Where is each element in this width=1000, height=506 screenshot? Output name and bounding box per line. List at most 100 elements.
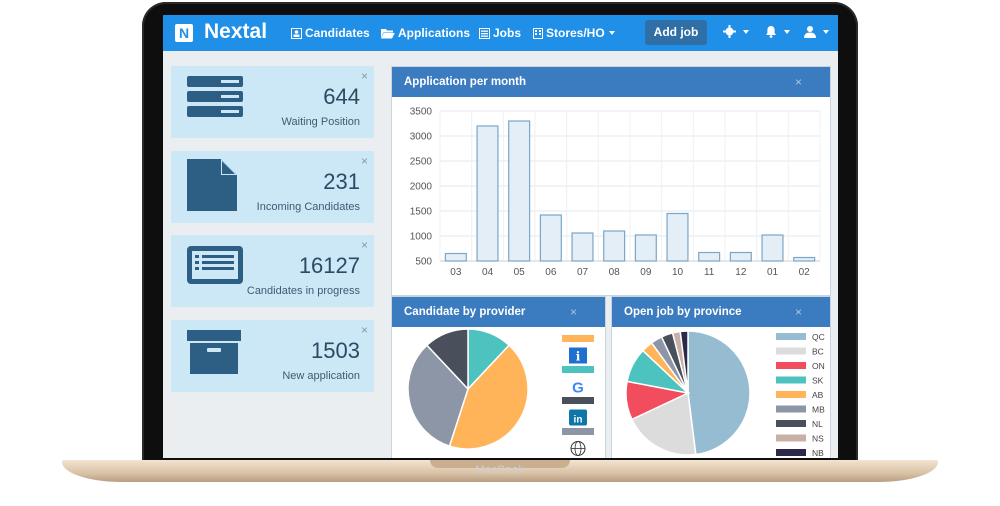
bar [666,212,689,262]
x-tick-label: 02 [799,267,811,278]
legend-swatch [776,449,806,456]
close-icon[interactable]: × [569,305,577,319]
panel-title: Open job by province [624,306,742,318]
dark-swatch [562,397,594,404]
chevron-down-icon [608,31,615,35]
panel-header: Open job by province × [612,297,830,327]
pie-slice [425,328,469,391]
legend-label: ON [812,361,825,371]
provider-pie-chart: i Gin [407,328,594,456]
pie-slice [407,344,469,448]
bar [634,234,657,262]
bar [476,125,499,262]
add-job-button[interactable]: Add job [645,20,707,45]
stat-value: 16127 [298,253,360,278]
list-card-icon [187,246,243,284]
province-pie-chart: QC BC ON SK AB MB NL NS NB [625,330,825,458]
x-tick-label: 10 [672,267,684,278]
y-tick-label: 3500 [410,107,433,118]
nav-candidates-label: Candidates [305,26,370,40]
stat-card-waiting: × 644 Waiting Position [171,66,374,138]
close-icon[interactable]: × [360,154,368,168]
user-menu[interactable] [804,25,829,39]
panel-open-job-by-province: Open job by province × QC BC ON SK AB MB NL NS N… [611,296,831,458]
legend-swatch [776,376,806,384]
stat-label: New application [282,370,360,382]
y-tick-label: 1000 [410,232,433,243]
close-icon[interactable]: × [360,69,368,83]
nav-candidates[interactable]: Candidates [291,26,370,40]
user-icon [804,26,816,38]
stat-label: Incoming Candidates [256,201,360,213]
stat-card-incoming: × 231 Incoming Candidates [171,151,374,223]
linkedin-icon [569,409,587,426]
device-brand: MacBook [475,464,525,476]
panel-header: Application per month × [392,67,830,97]
pie-slice [630,391,697,456]
nav-applications[interactable]: Applications [381,26,470,40]
notifications-menu[interactable] [765,25,790,39]
top-navbar: N Nextal Candidates Applications Jobs St… [163,15,838,51]
close-icon[interactable]: × [794,305,802,319]
legend-swatch [776,333,806,340]
x-tick-label: 11 [704,267,715,278]
close-icon[interactable]: × [360,323,368,337]
indeed-icon [569,347,587,364]
panel-header: Candidate by provider × [392,297,605,327]
legend-swatch [776,347,806,355]
stat-label: Candidates in progress [246,285,360,297]
folder-open-icon [381,29,395,39]
orange-swatch [562,335,594,342]
close-icon[interactable]: × [794,75,802,89]
bar [603,230,626,262]
legend-swatch [776,420,806,427]
x-tick-label: 03 [450,267,462,278]
y-tick-label: 2000 [410,182,433,193]
bar [729,251,752,262]
bar-chart: 500 1000 1500 2000 2500 3000 3500 03 04 05 06 07 08 0… [410,107,821,278]
id-card-icon [291,28,302,39]
indeed-glyph: i [576,350,581,364]
google-icon: G [572,380,584,397]
legend-swatch [776,405,806,413]
bar [698,251,721,262]
legend-swatch [776,391,806,398]
bar [444,252,467,262]
teal-swatch [562,366,594,373]
gear-icon [723,25,736,38]
legend-label: AB [812,390,824,400]
nav-applications-label: Applications [398,26,471,40]
nav-jobs[interactable]: Jobs [479,26,521,40]
gray-swatch [562,428,594,435]
pie-slice [687,330,751,456]
bar [761,234,784,262]
x-tick-label: 06 [545,267,557,278]
bar [793,256,816,262]
bar [508,120,531,262]
stat-card-new-application: × 1503 New application [171,320,374,392]
bar [571,232,594,262]
close-icon[interactable]: × [360,238,368,252]
x-tick-label: 04 [482,267,494,278]
panel-title: Application per month [404,76,527,88]
nav-stores[interactable]: Stores/HO [533,26,615,40]
linkedin-glyph: in [574,415,583,426]
panel-applications-per-month: Application per month × 500 1000 1500 2000 2… [391,66,831,296]
brand-name[interactable]: Nextal [204,20,268,43]
legend-label: QC [812,332,825,342]
legend-swatch [776,362,806,369]
laptop-notch [430,460,570,468]
logo-mark[interactable]: N [175,24,193,42]
settings-menu[interactable] [723,25,749,39]
panel-title: Candidate by provider [404,306,526,318]
stat-card-in-progress: × 16127 Candidates in progress [171,235,374,307]
legend-label: NL [812,419,823,429]
y-tick-label: 500 [415,257,432,268]
legend-label: MB [812,405,825,415]
archive-box-icon [187,330,241,374]
x-tick-label: 12 [735,267,747,278]
legend-label: BC [812,347,824,357]
nav-stores-label: Stores/HO [546,26,605,40]
file-icon [187,159,237,211]
